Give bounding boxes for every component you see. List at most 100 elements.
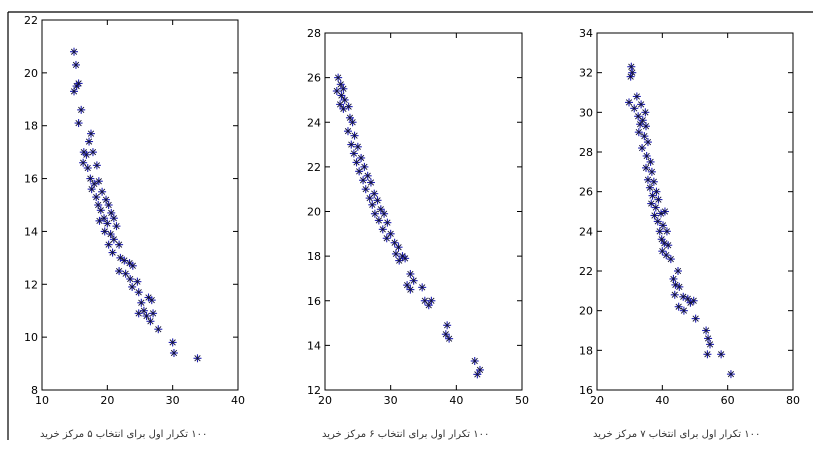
data-point [651, 203, 660, 212]
y-tick-label: 26 [307, 72, 321, 85]
x-tick-label: 10 [35, 394, 49, 407]
data-point [391, 249, 400, 258]
data-point [98, 187, 107, 196]
data-point [134, 288, 143, 297]
data-point [632, 92, 641, 101]
data-point [71, 60, 80, 69]
data-point [717, 350, 726, 359]
data-point [115, 240, 124, 249]
x-tick-label: 80 [786, 394, 800, 407]
data-point [643, 175, 652, 184]
data-point [339, 84, 348, 93]
plot-area [41, 19, 239, 391]
data-point [406, 269, 415, 278]
data-point [134, 309, 143, 318]
data-point [339, 104, 348, 113]
data-point [650, 211, 659, 220]
data-point [383, 218, 392, 227]
data-point [360, 162, 369, 171]
data-point [702, 326, 711, 335]
data-point [104, 240, 113, 249]
data-point [352, 158, 361, 167]
data-point [348, 118, 357, 127]
data-point [92, 193, 101, 202]
data-point [345, 113, 354, 122]
data-point [390, 238, 399, 247]
data-point [418, 283, 427, 292]
x-tick-label: 20 [318, 394, 332, 407]
data-point [340, 95, 349, 104]
data-point [627, 62, 636, 71]
data-point [355, 167, 364, 176]
data-point [475, 365, 484, 374]
data-point [660, 239, 669, 248]
data-point [638, 144, 647, 153]
data-point [370, 209, 379, 218]
data-point [146, 317, 155, 326]
y-tick-label: 12 [307, 384, 321, 397]
data-point [108, 248, 117, 257]
data-point [473, 370, 482, 379]
data-point [630, 104, 639, 113]
y-tick-label: 18 [579, 344, 593, 357]
data-point [88, 148, 97, 157]
data-point [401, 254, 410, 263]
data-point [646, 157, 655, 166]
data-point [154, 325, 163, 334]
data-point [103, 219, 112, 228]
data-point [147, 296, 156, 305]
y-tick-label: 22 [24, 14, 38, 27]
y-tick-label: 34 [579, 27, 593, 40]
y-tick-label: 22 [579, 265, 593, 278]
data-point [353, 142, 362, 151]
y-tick-label: 20 [579, 305, 593, 318]
data-point [655, 227, 664, 236]
data-point [424, 301, 433, 310]
data-point [92, 161, 101, 170]
data-point [395, 256, 404, 265]
data-point [649, 177, 658, 186]
y-tick-label: 20 [24, 67, 38, 80]
data-point [121, 269, 130, 278]
data-point [441, 330, 450, 339]
data-point [336, 80, 345, 89]
x-tick-label: 40 [655, 394, 669, 407]
data-point [658, 221, 667, 230]
data-point [115, 267, 124, 276]
data-point [168, 338, 177, 347]
data-point [149, 309, 158, 318]
x-tick-label: 30 [166, 394, 180, 407]
caption-panel-2: ۱۰۰ تکرار اول برای انتخاب ۶ مرکز خرید [322, 429, 490, 440]
data-point [79, 158, 88, 167]
y-tick-label: 12 [24, 278, 38, 291]
y-tick-label: 26 [579, 186, 593, 199]
data-point [626, 72, 635, 81]
data-point [403, 281, 412, 290]
data-point [394, 243, 403, 252]
data-point [679, 306, 688, 315]
data-point [653, 217, 662, 226]
y-tick-label: 18 [24, 120, 38, 133]
data-point [193, 354, 202, 363]
data-point [365, 194, 374, 203]
data-point [662, 227, 671, 236]
caption-panel-3: ۱۰۰ تکرار اول برای انتخاب ۷ مرکز خرید [593, 429, 761, 440]
y-tick-label: 16 [24, 173, 38, 186]
data-point [74, 119, 83, 128]
data-point [359, 176, 368, 185]
data-point [642, 163, 650, 172]
data-point [645, 183, 654, 192]
data-point [427, 296, 436, 305]
data-point [86, 174, 95, 183]
y-tick-label: 20 [307, 206, 321, 219]
data-point [361, 185, 370, 194]
data-point [643, 138, 652, 147]
data-point [87, 129, 95, 138]
data-point [669, 274, 678, 283]
data-point [347, 140, 356, 149]
y-tick-label: 28 [307, 27, 321, 40]
data-point [350, 131, 359, 140]
data-point [703, 350, 712, 359]
data-point [660, 207, 669, 216]
data-point [95, 216, 104, 225]
